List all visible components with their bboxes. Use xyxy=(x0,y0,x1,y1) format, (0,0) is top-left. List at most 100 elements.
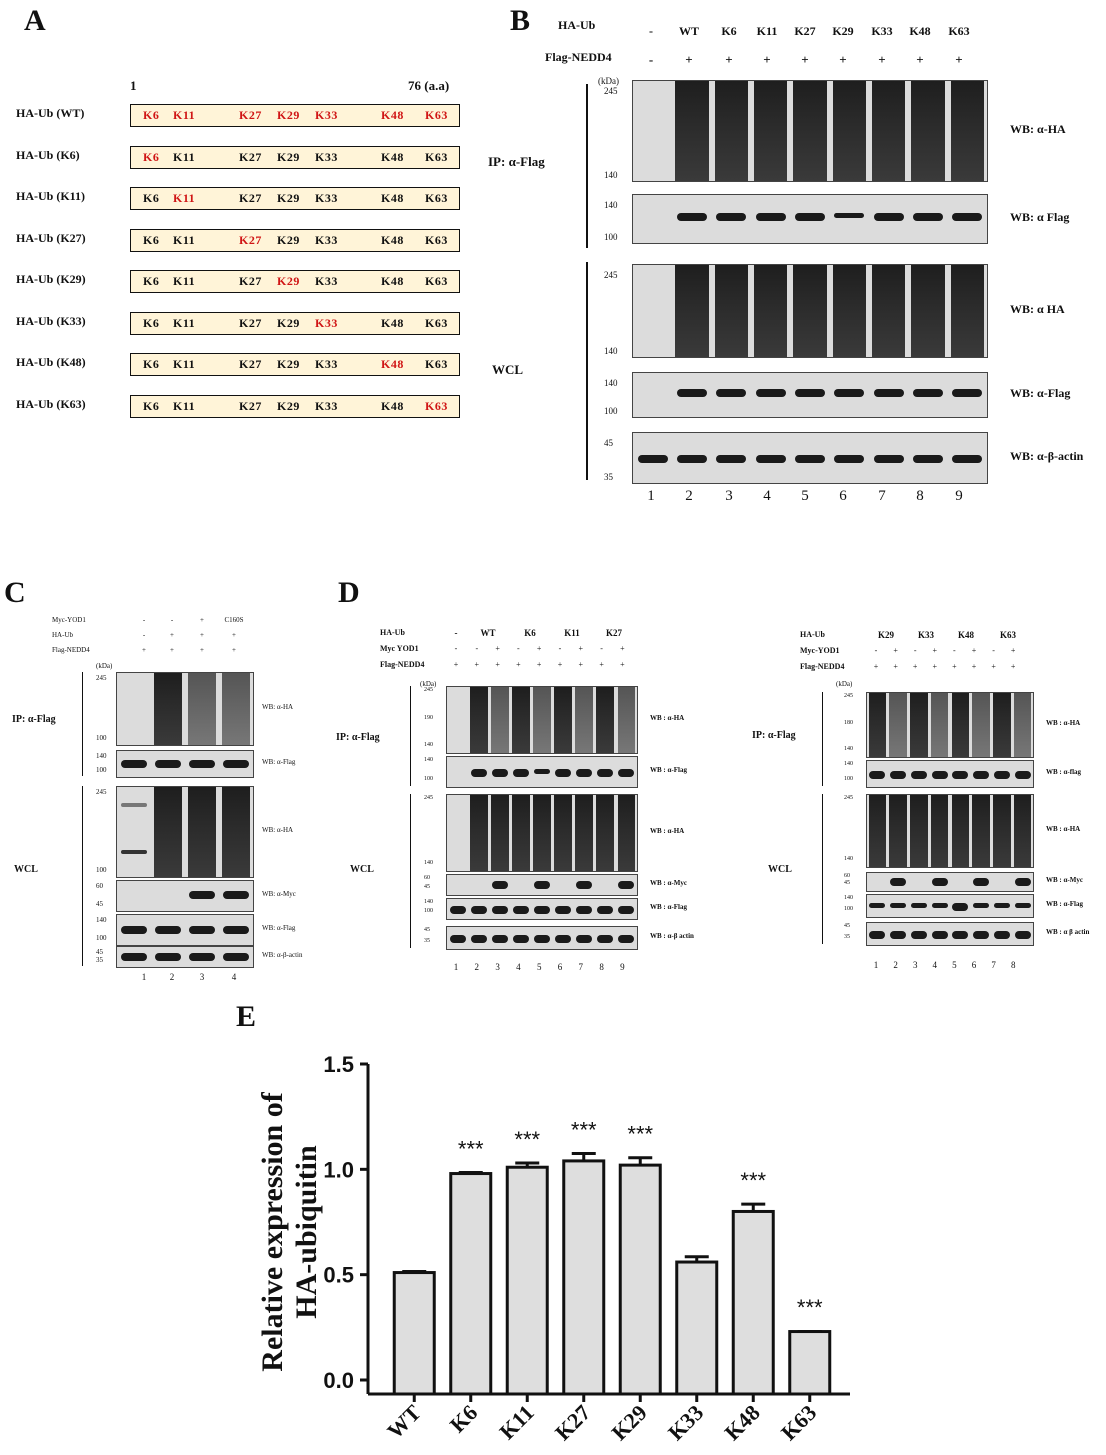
c-condition-value: - xyxy=(142,616,146,624)
b-lane-number: 4 xyxy=(763,488,771,504)
d-lane-number: 6 xyxy=(557,962,563,972)
kda-marker: 140 xyxy=(424,757,433,763)
smear-lane xyxy=(490,687,509,753)
smear-lane xyxy=(675,265,709,357)
b-flag-nedd4-value: - xyxy=(648,52,654,67)
kda-marker: 245 xyxy=(424,795,433,801)
ubiquitin-bar: K6 K11 K27 K29 K33 K48 K63 xyxy=(130,394,460,418)
kda-marker: 140 xyxy=(424,860,433,866)
smear-lane xyxy=(714,265,748,357)
d-lane-number: 5 xyxy=(952,960,957,970)
smear-lane xyxy=(872,81,906,181)
lysine-residue: K33 xyxy=(315,274,338,288)
smear-lane xyxy=(930,795,949,867)
d-wcl-bracket xyxy=(410,794,411,948)
significance-marker: *** xyxy=(571,1118,597,1143)
kda-marker: 140 xyxy=(604,170,618,180)
protein-band xyxy=(952,455,983,463)
kda-marker: 45 xyxy=(96,948,103,956)
y-tick-label: 0.0 xyxy=(323,1368,354,1393)
lysine-residue: K11 xyxy=(173,274,196,288)
lysine-residue: K63 xyxy=(425,398,448,413)
smear-lane xyxy=(187,673,217,745)
smear-lane xyxy=(533,795,551,871)
lysine-residue: K63 xyxy=(425,274,448,288)
c-lane-number: 1 xyxy=(141,972,147,982)
x-tick-label: K48 xyxy=(719,1400,764,1445)
d-wb-antibody-label: WB : α-Myc xyxy=(650,879,687,887)
lysine-residue: K29 xyxy=(277,274,300,288)
smear-lane xyxy=(872,265,906,357)
protein-band xyxy=(189,953,215,961)
d-condition-value: + xyxy=(912,662,918,671)
protein-band xyxy=(931,903,948,908)
protein-band xyxy=(155,926,181,934)
protein-band xyxy=(677,455,707,463)
protein-band xyxy=(576,935,593,943)
smear-lane xyxy=(951,693,970,757)
b-wb-antibody-label: WB: α-Flag xyxy=(1010,386,1071,400)
smear-lane xyxy=(1013,795,1032,867)
panel-e-label: E xyxy=(236,1000,257,1033)
kda-marker: 140 xyxy=(424,742,433,748)
c-kda-label: (kDa) xyxy=(96,662,113,670)
d-ip-label: IP: α-Flag xyxy=(752,730,796,741)
x-tick-label: K63 xyxy=(776,1400,821,1445)
smear-lane xyxy=(617,687,636,753)
protein-band xyxy=(952,389,983,397)
d-condition-label: Myc-YOD1 xyxy=(800,646,840,655)
d-western-blot xyxy=(866,894,1034,918)
kda-marker: 100 xyxy=(844,906,853,912)
x-tick-label: K27 xyxy=(550,1400,595,1445)
kda-marker: 60 xyxy=(424,875,430,881)
d-wb-antibody-label: WB : α-Flag xyxy=(650,766,687,774)
protein-band xyxy=(1014,771,1031,779)
d-western-blot xyxy=(446,686,638,754)
b-lane-number: 3 xyxy=(725,488,733,504)
d-condition-value: + xyxy=(599,660,604,669)
d-ip-label: IP: α-Flag xyxy=(336,732,380,743)
smear-lane xyxy=(868,693,887,757)
kda-marker: 140 xyxy=(844,856,853,862)
lysine-residue: K11 xyxy=(173,232,196,247)
smear-lane xyxy=(221,673,251,745)
lysine-residue: K63 xyxy=(425,357,448,371)
d-western-blot xyxy=(446,874,638,896)
lysine-residue: K48 xyxy=(381,232,404,247)
lysine-residue: K11 xyxy=(173,108,196,122)
c-condition-label: HA-Ub xyxy=(52,631,73,639)
protein-band xyxy=(716,455,747,463)
smear-lane xyxy=(910,693,928,757)
c-condition-value: + xyxy=(142,646,146,654)
c-condition-value: - xyxy=(170,616,174,624)
lysine-residue: K63 xyxy=(425,315,448,330)
protein-band xyxy=(618,769,635,777)
smear-lane xyxy=(153,673,183,745)
protein-band xyxy=(931,878,948,886)
d-lane-number: 6 xyxy=(971,960,977,970)
b-western-blot xyxy=(632,80,988,182)
b-ha-ub-value: K63 xyxy=(948,24,970,38)
smear-lane xyxy=(554,687,572,753)
lysine-residue: K63 xyxy=(425,149,448,164)
lysine-residue: K6 xyxy=(143,108,160,122)
d-kda-label: (kDa) xyxy=(836,680,853,688)
protein-band xyxy=(1014,878,1031,886)
b-wcl-bracket xyxy=(586,262,588,480)
kda-marker: 100 xyxy=(604,406,618,416)
kda-marker: 45 xyxy=(424,884,430,890)
protein-band xyxy=(470,769,487,777)
kda-marker: 245 xyxy=(604,86,618,96)
kda-marker: 100 xyxy=(96,734,107,742)
smear-lane xyxy=(596,687,615,753)
protein-band xyxy=(576,906,593,914)
smear-lane xyxy=(832,265,866,357)
kda-marker: 60 xyxy=(96,882,103,890)
b-lane-number: 1 xyxy=(647,488,655,504)
protein-band xyxy=(834,389,865,397)
lysine-residue: K48 xyxy=(381,357,404,371)
b-ha-ub-value: - xyxy=(649,24,653,38)
c-wcl-label: WCL xyxy=(14,864,38,875)
protein-band xyxy=(834,455,865,463)
smear-lane xyxy=(911,265,945,357)
